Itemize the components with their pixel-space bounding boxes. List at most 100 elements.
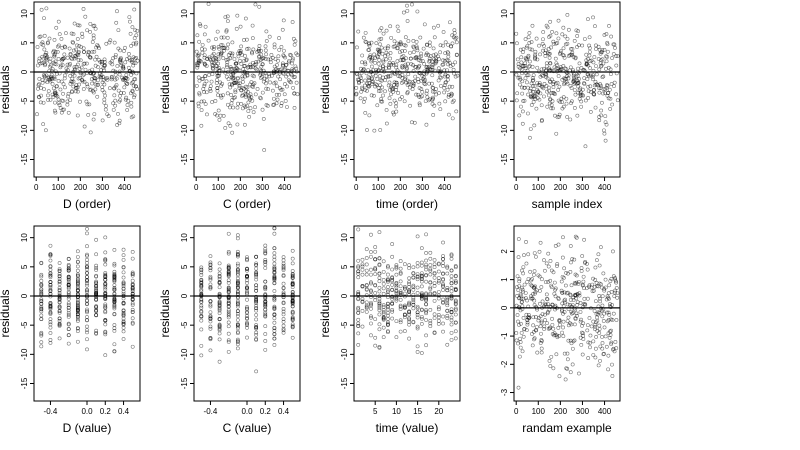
plot-frame: [193, 1, 301, 178]
data-point: [394, 335, 399, 340]
data-point: [386, 322, 390, 327]
data-point: [112, 328, 117, 333]
data-point: [415, 234, 420, 239]
data-point: [527, 315, 532, 320]
x-tick-label: 20: [434, 407, 443, 416]
data-point: [394, 295, 399, 299]
data-point: [550, 302, 555, 307]
data-point: [228, 56, 233, 61]
data-point: [453, 298, 458, 303]
data-point: [551, 366, 556, 371]
data-point: [600, 294, 605, 299]
data-point: [235, 337, 240, 342]
data-point: [235, 249, 240, 254]
data-point: [436, 318, 441, 323]
data-point: [580, 352, 585, 357]
data-point: [217, 311, 222, 316]
data-point: [218, 51, 223, 56]
data-point: [432, 275, 437, 280]
data-point: [128, 58, 133, 63]
data-point: [57, 310, 62, 315]
data-point: [419, 279, 424, 284]
data-point: [386, 310, 390, 315]
data-point: [217, 327, 222, 331]
data-point: [563, 34, 568, 39]
data-point: [201, 87, 206, 91]
data-point: [272, 298, 277, 303]
data-point: [294, 66, 299, 71]
data-point: [609, 340, 614, 345]
data-point: [528, 86, 533, 91]
data-point: [400, 65, 405, 70]
data-point: [561, 325, 565, 330]
data-point: [267, 34, 272, 39]
data-point: [575, 313, 579, 318]
data-point: [599, 63, 604, 68]
data-point: [253, 2, 258, 7]
data-point: [290, 272, 295, 276]
data-point: [425, 95, 430, 100]
data-point: [518, 336, 522, 341]
data-point: [55, 50, 60, 54]
data-point: [263, 299, 268, 304]
plot-frame: [513, 1, 621, 178]
data-point: [104, 41, 109, 46]
data-point: [109, 77, 114, 82]
y-tick-label: 10: [180, 9, 189, 18]
data-point: [75, 268, 80, 273]
data-point: [263, 324, 268, 329]
data-point: [520, 91, 525, 96]
data-point: [436, 307, 441, 312]
data-point: [424, 53, 429, 57]
data-point: [217, 280, 222, 285]
data-point: [39, 304, 44, 309]
data-points: [354, 2, 460, 133]
data-point: [383, 54, 387, 59]
data-point: [226, 289, 231, 294]
data-point: [539, 103, 544, 108]
data-point: [113, 77, 118, 82]
data-point: [69, 79, 74, 84]
data-point: [432, 316, 437, 320]
data-point: [577, 70, 582, 75]
data-point: [93, 87, 98, 92]
data-point: [285, 84, 289, 89]
data-point: [36, 63, 40, 68]
data-point: [100, 61, 104, 66]
data-point: [85, 252, 89, 257]
data-point: [370, 56, 375, 61]
data-point: [213, 59, 218, 64]
data-point: [225, 65, 229, 70]
data-point: [45, 41, 50, 46]
data-point: [540, 118, 544, 122]
data-point: [430, 89, 435, 94]
x-tick-label: 0.2: [100, 407, 112, 416]
data-point: [56, 101, 61, 106]
data-point: [586, 63, 591, 68]
data-point: [526, 111, 530, 116]
data-point: [515, 285, 519, 289]
data-point: [116, 111, 120, 116]
data-point: [601, 87, 606, 92]
data-point: [597, 331, 602, 335]
data-point: [534, 106, 539, 111]
data-point: [241, 86, 246, 91]
data-point: [516, 255, 521, 260]
data-point: [103, 287, 108, 292]
data-point: [400, 63, 405, 68]
data-point: [427, 40, 432, 45]
data-point: [542, 44, 546, 48]
data-point: [369, 314, 373, 319]
data-point: [94, 305, 99, 310]
y-axis-title: residuals: [158, 289, 172, 337]
data-point: [290, 261, 295, 266]
data-point: [592, 83, 597, 88]
data-point: [85, 265, 89, 270]
data-point: [530, 76, 535, 80]
data-point: [263, 266, 268, 270]
data-point: [226, 309, 231, 314]
data-point: [526, 252, 531, 257]
data-point: [118, 48, 123, 53]
data-point: [103, 353, 108, 358]
data-point: [585, 328, 590, 333]
